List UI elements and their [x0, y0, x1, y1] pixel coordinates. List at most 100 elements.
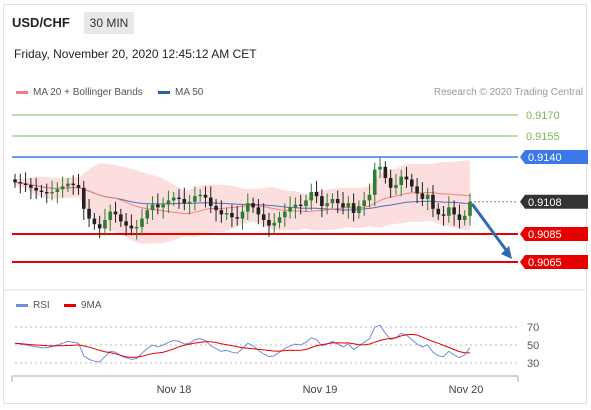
candle-body: [462, 215, 467, 220]
candle-body: [256, 207, 261, 215]
x-tick-label: Nov 20: [449, 384, 484, 396]
candle-body: [203, 194, 208, 198]
candle-body: [103, 220, 107, 229]
candle-body: [351, 203, 356, 213]
candle-body: [261, 214, 266, 220]
legend-ma20-swatch: [16, 90, 28, 94]
candle-body: [420, 193, 425, 199]
level-label-0.9108: 0.9108: [528, 197, 562, 209]
forecast-arrowhead: [501, 246, 512, 259]
rsi-ma9-line: [14, 333, 471, 358]
forecast-arrow: [470, 202, 511, 255]
candle-body: [320, 196, 324, 206]
candle-body: [346, 203, 351, 208]
legend-ma20-bollinger: MA 20 + Bollinger Bands: [16, 87, 143, 98]
candle-body: [394, 185, 398, 188]
candle-body: [367, 194, 372, 201]
candle-body: [166, 200, 171, 205]
candle-body: [267, 220, 271, 226]
candle-body: [156, 204, 160, 208]
candle-body: [113, 211, 118, 215]
candle-body: [219, 210, 224, 215]
candle-body: [55, 189, 60, 192]
candle-body: [452, 207, 456, 215]
level-tag-0.9085: [520, 227, 588, 241]
legend-rsi-swatch: [16, 303, 28, 307]
candle-body: [410, 179, 414, 187]
candle-body: [60, 186, 65, 190]
candle-body: [457, 214, 462, 220]
candle-body: [441, 214, 446, 216]
candle-body: [171, 197, 176, 201]
candle-body: [177, 197, 181, 199]
candle-body: [214, 206, 218, 211]
candle-body: [235, 217, 240, 219]
candle-body: [399, 176, 404, 185]
candle-body: [404, 176, 409, 180]
candle-body: [298, 204, 303, 206]
level-label-0.9170: 0.9170: [526, 110, 560, 122]
candle-body: [134, 227, 139, 229]
candle-body: [272, 222, 277, 226]
level-tag-0.9108: [520, 194, 588, 209]
candle-body: [341, 203, 345, 208]
candle-body: [325, 203, 329, 206]
candle-body: [39, 190, 44, 192]
candle-body: [124, 221, 128, 226]
candle-body: [362, 200, 366, 206]
candle-body: [66, 183, 70, 187]
candle-body: [415, 186, 419, 194]
candle-body: [140, 218, 144, 227]
candle-body: [431, 194, 435, 209]
candle-body: [224, 213, 229, 215]
level-tag-0.9140: [520, 150, 588, 164]
candle-body: [436, 208, 441, 215]
legend-9ma: 9MA: [64, 300, 102, 311]
legend-9ma-swatch: [64, 303, 76, 307]
candle-body: [288, 207, 292, 212]
rsi-level-label-70: 70: [527, 322, 539, 334]
candle-body: [71, 183, 75, 185]
candle-body: [145, 210, 150, 219]
candle-body: [187, 201, 192, 204]
x-tick-label: Nov 19: [303, 384, 338, 396]
candle-body: [283, 211, 287, 218]
candle-body: [129, 225, 134, 229]
symbol-label: USD/CHF: [12, 15, 70, 30]
candle-body: [193, 196, 197, 202]
candle-body: [447, 207, 451, 216]
candle-body: [383, 166, 388, 178]
legend-ma50-swatch: [158, 90, 170, 94]
candle-body: [335, 199, 340, 204]
candle-body: [293, 204, 298, 208]
candle-body: [34, 187, 38, 191]
candle-body: [81, 187, 86, 209]
candle-body: [119, 214, 123, 222]
chart-datetime: Friday, November 20, 2020 12:45:12 AM CE…: [14, 47, 257, 61]
candle-body: [76, 185, 81, 188]
candle-body: [309, 192, 314, 201]
level-label-0.9065: 0.9065: [528, 257, 562, 269]
legend-9ma-label: 9MA: [81, 300, 102, 311]
candle-body: [18, 182, 23, 184]
candle-body: [245, 203, 250, 212]
candle-body: [388, 178, 393, 188]
candle-body: [251, 203, 255, 208]
candle-body: [208, 197, 213, 206]
candle-body: [314, 192, 319, 197]
legend-rsi: RSI: [16, 300, 50, 311]
candle-body: [277, 217, 282, 223]
candle-body: [357, 206, 361, 213]
level-label-0.9085: 0.9085: [528, 229, 562, 241]
candle-body: [13, 179, 17, 183]
candle-body: [23, 183, 28, 185]
candle-body: [182, 199, 187, 204]
candle-body: [29, 185, 33, 188]
candle-body: [161, 204, 165, 208]
candle-body: [330, 199, 335, 204]
candle-body: [425, 194, 430, 199]
legend-rsi-label: RSI: [33, 300, 50, 311]
timeframe-badge[interactable]: 30 MIN: [84, 12, 134, 34]
candle-body: [468, 201, 472, 216]
